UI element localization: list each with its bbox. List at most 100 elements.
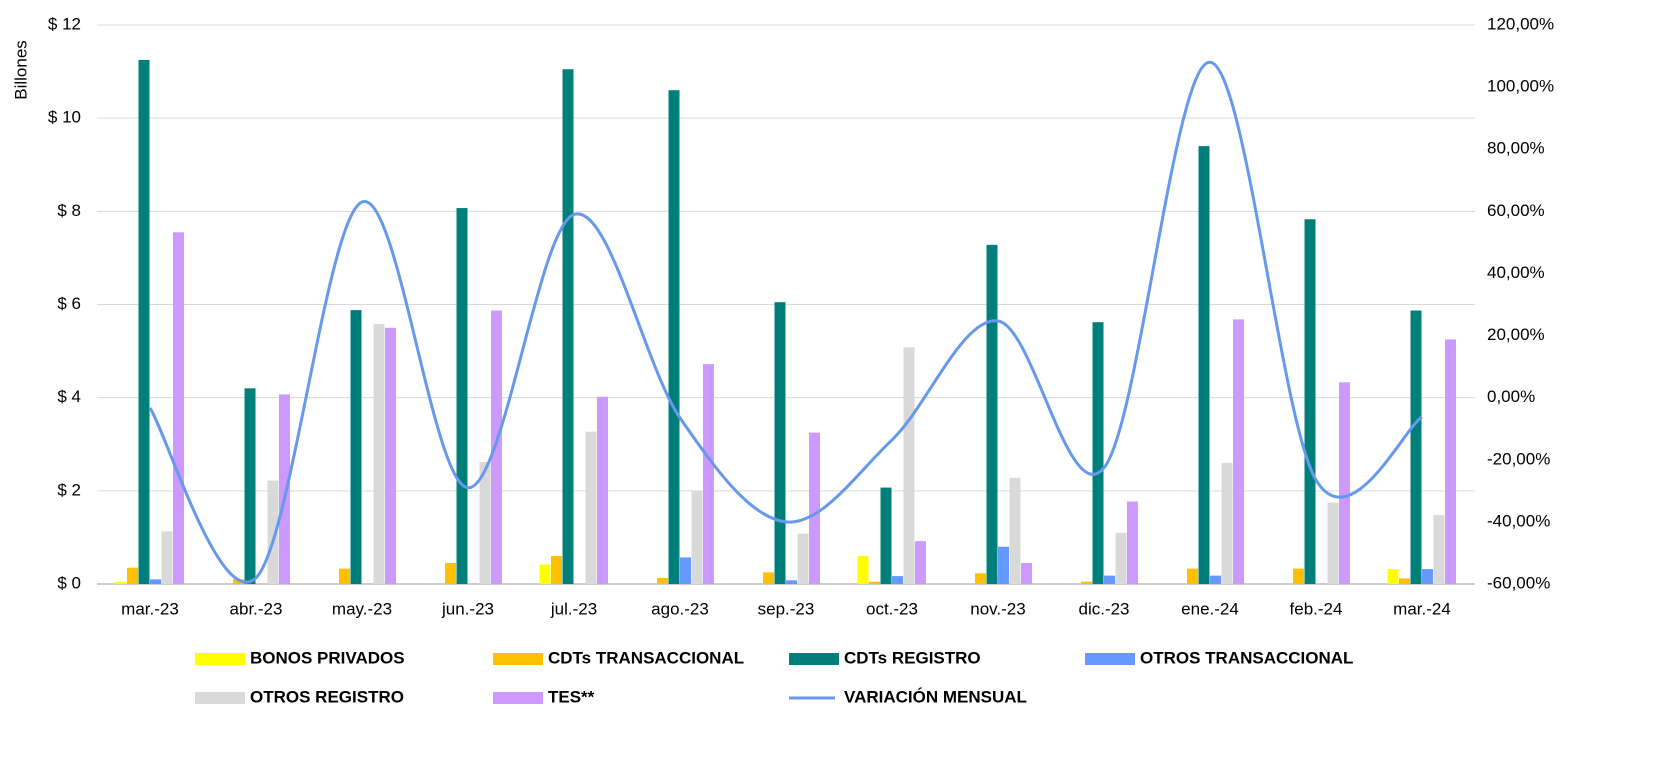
- bar: [657, 577, 668, 584]
- bar: [892, 576, 903, 584]
- bar: [1081, 581, 1092, 584]
- bar: [998, 546, 1009, 584]
- y2-tick-label: 100,00%: [1487, 77, 1554, 96]
- y-tick-label: $ 8: [57, 201, 81, 220]
- y2-tick-label: 20,00%: [1487, 325, 1545, 344]
- bar: [797, 533, 809, 584]
- bar: [539, 564, 551, 584]
- bar: [385, 327, 396, 584]
- bar: [1221, 462, 1233, 584]
- y-tick-label: $ 6: [57, 294, 81, 313]
- bar: [350, 310, 362, 584]
- bar: [173, 232, 184, 584]
- x-tick-label: ene.-24: [1181, 599, 1239, 618]
- bar: [857, 556, 869, 584]
- bar: [585, 431, 597, 584]
- y2-tick-label: -20,00%: [1487, 449, 1550, 468]
- y-tick-label: $ 12: [48, 14, 81, 33]
- bar: [703, 364, 714, 584]
- bar: [479, 461, 491, 584]
- y2-tick-label: 0,00%: [1487, 387, 1535, 406]
- legend-label: VARIACIÓN MENSUAL: [844, 687, 1027, 706]
- bar: [138, 59, 150, 584]
- x-tick-label: sep.-23: [758, 599, 815, 618]
- x-tick-label: dic.-23: [1078, 599, 1129, 618]
- bar: [373, 324, 385, 584]
- bar: [456, 208, 468, 584]
- legend-swatch: [195, 692, 245, 704]
- bar: [1198, 146, 1210, 584]
- bar: [1009, 477, 1021, 584]
- legend-label: CDTs REGISTRO: [844, 648, 981, 667]
- x-tick-label: jul.-23: [550, 599, 597, 618]
- x-tick-label: abr.-23: [230, 599, 283, 618]
- bar: [975, 573, 986, 584]
- legend-swatch: [195, 653, 245, 665]
- bar: [1210, 575, 1221, 584]
- bar: [1387, 569, 1399, 584]
- bar: [1127, 501, 1138, 584]
- bar: [986, 244, 998, 584]
- bar: [445, 563, 456, 584]
- bar: [491, 310, 502, 584]
- legend-swatch: [789, 653, 839, 665]
- bar: [809, 432, 820, 584]
- bar: [1104, 575, 1115, 584]
- bar: [1021, 563, 1032, 584]
- bar: [1293, 568, 1304, 584]
- x-tick-label: feb.-24: [1290, 599, 1343, 618]
- bar: [691, 490, 703, 584]
- bar: [127, 567, 138, 584]
- bar: [786, 580, 797, 584]
- bar: [763, 572, 774, 584]
- bar: [551, 556, 562, 584]
- bar: [903, 347, 915, 584]
- bar: [1422, 569, 1433, 584]
- legend-label: TES**: [548, 687, 595, 706]
- bar: [1187, 568, 1198, 584]
- line: [148, 60, 1423, 584]
- y-axis-label: Billones: [11, 40, 30, 100]
- bar: [869, 581, 880, 584]
- bar: [279, 394, 290, 584]
- bar: [1410, 310, 1422, 584]
- bar: [1445, 339, 1456, 584]
- bar: [1304, 219, 1316, 584]
- y-tick-label: $ 0: [57, 573, 81, 592]
- legend-label: OTROS REGISTRO: [250, 687, 404, 706]
- y2-tick-label: -40,00%: [1487, 511, 1550, 530]
- bar: [597, 396, 608, 584]
- y-tick-label: $ 4: [57, 387, 81, 406]
- x-tick-label: mar.-23: [121, 599, 179, 618]
- bar: [1233, 319, 1244, 584]
- y-tick-label: $ 2: [57, 480, 81, 499]
- bar: [1327, 502, 1339, 584]
- y2-tick-label: 120,00%: [1487, 14, 1554, 33]
- bar: [339, 568, 350, 584]
- x-tick-label: nov.-23: [970, 599, 1025, 618]
- y2-tick-label: 60,00%: [1487, 201, 1545, 220]
- y-tick-label: $ 10: [48, 108, 81, 127]
- bar: [880, 487, 892, 584]
- legend-swatch: [1085, 653, 1135, 665]
- bar: [915, 541, 926, 584]
- bar: [233, 579, 244, 584]
- legend-swatch: [493, 653, 543, 665]
- bar: [244, 388, 256, 584]
- bar: [1433, 515, 1445, 584]
- bar: [562, 69, 574, 585]
- bar: [680, 557, 691, 584]
- y2-tick-label: 40,00%: [1487, 263, 1545, 282]
- bar: [1339, 382, 1350, 584]
- x-tick-label: mar.-24: [1393, 599, 1451, 618]
- legend-label: CDTs TRANSACCIONAL: [548, 648, 744, 667]
- legend-swatch: [493, 692, 543, 704]
- bar: [1092, 322, 1104, 584]
- x-tick-label: may.-23: [332, 599, 392, 618]
- legend-label: OTROS TRANSACCIONAL: [1140, 648, 1353, 667]
- bar: [161, 531, 173, 584]
- y2-tick-label: 80,00%: [1487, 139, 1545, 158]
- legend-label: BONOS PRIVADOS: [250, 648, 405, 667]
- bar: [150, 579, 161, 584]
